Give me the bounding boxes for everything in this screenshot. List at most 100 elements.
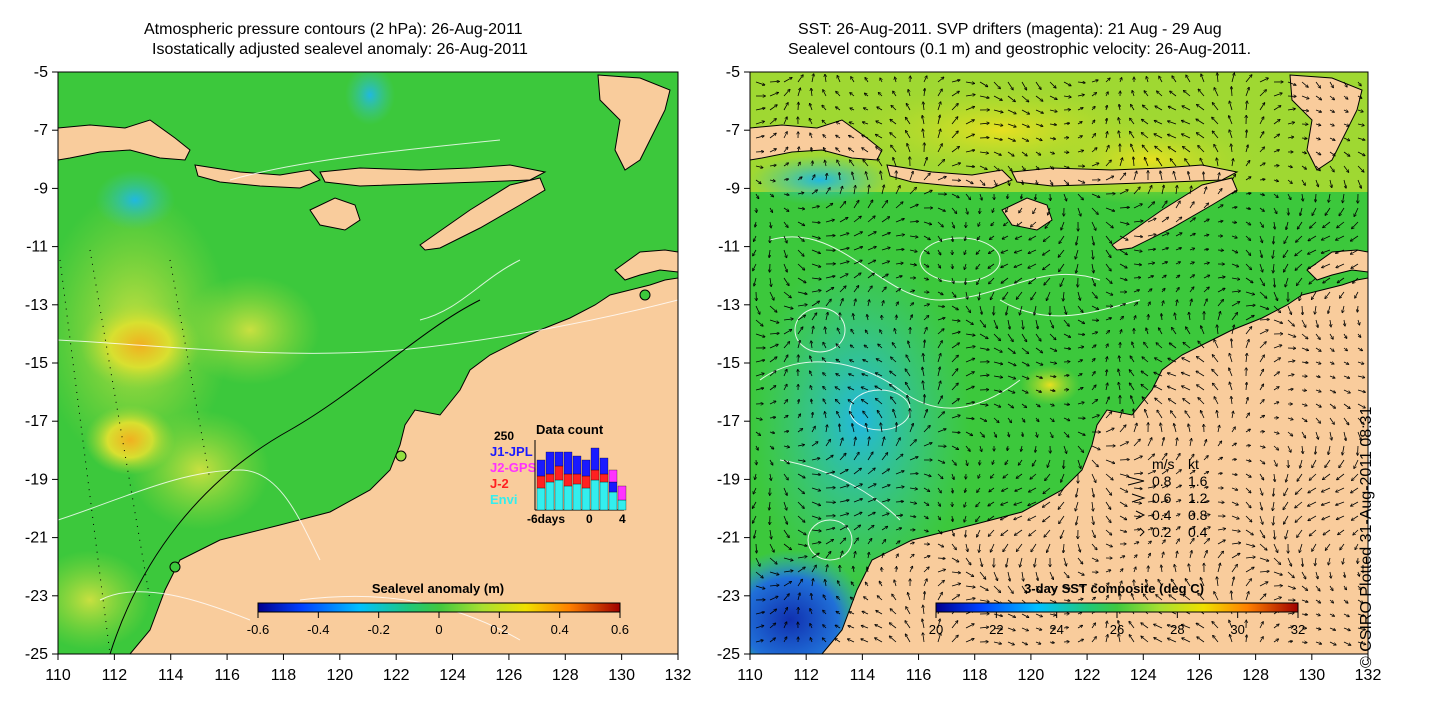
left-x-tick-label: 112 [102, 667, 128, 684]
left-x-axis: 110 112 114 116 118 120 122 124 126 128 130 132 [45, 654, 691, 684]
left-colorbar-label: Sealevel anomaly (m) [372, 581, 504, 596]
velocity-legend-arrow [1135, 510, 1146, 520]
velocity-legend-arrow [1139, 527, 1145, 537]
data-count-bar-segment [545, 473, 555, 483]
left-y-tick-label: -9 [34, 180, 48, 197]
right-cool-tongue [750, 250, 970, 590]
right-colorbar-tick-label: 24 [1049, 622, 1063, 637]
data-count-legend-item: J2-GPS [490, 460, 537, 475]
left-y-axis: -5 -7 -9 -11 -13 -15 -17 -19 -21 -23 -25 [25, 64, 58, 663]
data-count-bar-segment [590, 469, 600, 481]
left-anomaly-cyan [95, 170, 175, 230]
velocity-legend-ms: 0.6 [1152, 490, 1172, 506]
data-count-bar-segment [599, 473, 609, 483]
left-x-tick-label: 110 [45, 667, 71, 684]
data-count-bar-segment [572, 455, 582, 475]
right-y-tick-label: -21 [717, 530, 740, 547]
copyright-notice: © CSIRO Plotted 31-Aug-2011 08:31 [1358, 406, 1375, 668]
left-anomaly-cyan-2 [345, 72, 395, 125]
right-x-tick-label: 112 [793, 667, 819, 684]
right-cool-shelf [750, 155, 890, 205]
velocity-legend-kt: 0.8 [1188, 507, 1208, 523]
left-map [58, 72, 678, 654]
data-count-bar-segment [563, 451, 573, 475]
left-y-tick-label: -7 [34, 122, 48, 139]
right-y-tick-label: -13 [717, 297, 740, 314]
right-warm-spot [1020, 365, 1080, 405]
right-islands [750, 74, 1368, 281]
left-y-tick-label: -25 [25, 646, 48, 663]
left-anomaly-lime-4 [58, 550, 150, 650]
left-y-tick-label: -23 [25, 588, 48, 605]
right-x-tick-label: 132 [1355, 667, 1382, 684]
data-count-x-label-start: -6days [527, 512, 565, 526]
data-count-bar-segment [545, 451, 555, 475]
data-count-bar-segment [536, 487, 546, 511]
data-count-bar-segment [545, 481, 555, 511]
left-anomaly-lime-2 [180, 275, 320, 385]
data-count-bar-segment [608, 469, 618, 483]
left-x-tick-label: 130 [608, 667, 635, 684]
left-y-tick-label: -21 [25, 530, 48, 547]
right-title-line2: Sealevel contours (0.1 m) and geostrophi… [788, 41, 1252, 58]
data-count-legend-item: Envi [490, 492, 517, 507]
velocity-legend: m/s kt 0.8 1.60.6 1.20.4 0.80.2 0.4 [1127, 456, 1208, 540]
left-x-tick-label: 124 [439, 667, 466, 684]
right-map [750, 72, 1368, 654]
data-count-bar-segment [599, 457, 609, 475]
data-count-bar-segment [563, 485, 573, 511]
left-x-tick-label: 118 [271, 667, 297, 684]
left-drifter-marker-2 [169, 561, 181, 573]
left-colorbar-tick-label: 0.2 [490, 622, 508, 637]
data-count-bar-segment [617, 485, 627, 501]
data-count-bar-segment [590, 447, 600, 471]
right-y-tick-label: -9 [726, 180, 740, 197]
left-colorbar-tick-label: 0 [435, 622, 442, 637]
right-x-tick-label: 130 [1298, 667, 1325, 684]
left-x-tick-label: 114 [158, 667, 184, 684]
left-contours [58, 139, 678, 641]
left-x-tick-label: 116 [214, 667, 240, 684]
right-colorbar-tick-label: 20 [929, 622, 943, 637]
left-colorbar-tick-label: -0.2 [367, 622, 389, 637]
data-count-bar-segment [617, 499, 627, 511]
right-y-tick-label: -5 [726, 64, 740, 81]
left-colorbar: Sealevel anomaly (m) -0.6 -0.4 -0.2 0 0.2 0.4… [247, 581, 629, 637]
right-colorbar-tick-label: 32 [1291, 622, 1305, 637]
left-x-tick-label: 120 [326, 667, 353, 684]
velocity-legend-ms: 0.2 [1152, 524, 1172, 540]
right-x-tick-label: 128 [1242, 667, 1269, 684]
data-count-ymax: 250 [494, 429, 514, 443]
left-x-tick-label: 132 [665, 667, 692, 684]
left-y-tick-label: -17 [25, 413, 48, 430]
velocity-legend-kt: 1.2 [1188, 490, 1208, 506]
velocity-legend-kt: 1.6 [1188, 473, 1208, 489]
data-count-x-label-end: 4 [619, 512, 626, 526]
data-count-bar-segment [608, 481, 618, 493]
left-y-tick-label: -15 [25, 355, 48, 372]
left-drifter-marker-1 [395, 450, 407, 462]
right-x-tick-label: 116 [906, 667, 932, 684]
right-x-tick-label: 122 [1074, 667, 1101, 684]
right-y-tick-label: -11 [718, 239, 740, 256]
right-x-tick-label: 120 [1018, 667, 1045, 684]
left-x-tick-label: 122 [383, 667, 410, 684]
right-colorbar-tick-label: 26 [1110, 622, 1124, 637]
right-colorbar-label: 3-day SST composite (deg C) [1024, 581, 1204, 596]
right-y-tick-label: -17 [717, 413, 740, 430]
left-colorbar-tick-label: -0.4 [307, 622, 329, 637]
right-x-tick-label: 126 [1186, 667, 1213, 684]
left-title-line2: Isostatically adjusted sealevel anomaly:… [152, 41, 528, 58]
left-colorbar-ramp [257, 602, 621, 613]
right-y-tick-label: -23 [717, 588, 740, 605]
data-count-bar-segment [563, 473, 573, 487]
right-x-tick-label: 110 [737, 667, 763, 684]
data-count-bar-segment [572, 483, 582, 511]
data-count-bar-segment [536, 475, 546, 489]
left-colorbar-tick-label: 0.6 [611, 622, 629, 637]
data-count-legend-item: J1-JPL [490, 444, 533, 459]
data-count-bar-segment [608, 491, 618, 511]
right-y-tick-label: -19 [717, 471, 740, 488]
right-colorbar-ramp [935, 602, 1299, 613]
velocity-legend-ms: 0.4 [1152, 507, 1172, 523]
